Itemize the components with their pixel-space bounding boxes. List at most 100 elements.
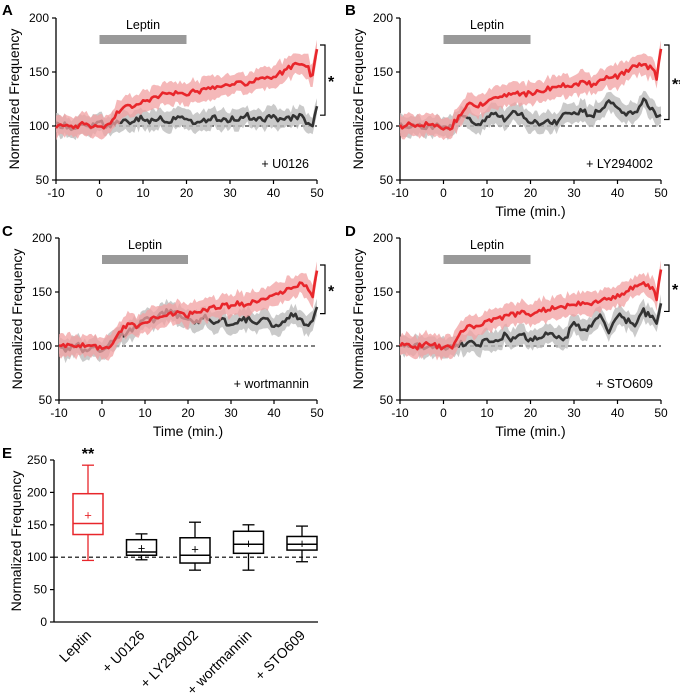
leptin-bar-label: Leptin: [128, 238, 162, 252]
treatment-label: + LY294002: [586, 157, 653, 171]
x-tick-label: 30: [223, 186, 237, 200]
series-line-leptin: [398, 48, 663, 131]
y-tick-label: 150: [29, 65, 49, 79]
y-axis-label: Normalized Frequency: [9, 249, 25, 390]
y-axis-label: Normalized Frequency: [6, 29, 22, 170]
box-mean-marker: +: [84, 508, 92, 523]
x-tick-label: 10: [136, 186, 150, 200]
y-tick-label: 50: [380, 393, 394, 407]
significance-marker: *: [328, 74, 335, 91]
x-tick-label: 10: [138, 406, 152, 420]
x-axis-label: Time (min.): [153, 423, 223, 439]
panel-label: C: [2, 223, 13, 240]
x-tick-label: 30: [224, 406, 238, 420]
treatment-label: + STO609: [596, 377, 653, 391]
y-tick-label: 100: [373, 119, 393, 133]
leptin-bar-label: Leptin: [470, 18, 504, 32]
box-2: + + U0126: [99, 533, 158, 676]
x-axis-label: Time (min.): [495, 423, 565, 439]
y-axis-label: Normalized Frequency: [350, 249, 366, 390]
y-tick-label: 200: [32, 231, 52, 245]
y-tick-label: 150: [373, 285, 393, 299]
leptin-bar: [443, 255, 531, 264]
sem-band-leptin: [400, 40, 661, 141]
box-mean-marker: +: [298, 536, 306, 551]
x-tick-label: 50: [654, 186, 668, 200]
panel-label: A: [2, 2, 13, 19]
x-tick-label: -10: [391, 406, 409, 420]
x-tick-label: 50: [310, 406, 324, 420]
panel-b: B 50 100 150 200 -10 0 10 20 30 40 50 Normalized Fre…: [345, 2, 680, 219]
x-tick-label: 40: [611, 186, 625, 200]
x-tick-label: 0: [96, 186, 103, 200]
x-axis-label: Time (min.): [495, 203, 565, 219]
sem-band-leptin: [56, 39, 317, 141]
leptin-bar: [443, 35, 531, 44]
panel-a: A 50 100 150 200 -10 0 10 20 30 40 50 Normalized Fre…: [2, 2, 335, 200]
box-iqr: [232, 530, 265, 555]
treatment-label: + U0126: [261, 157, 309, 171]
category-label: + U0126: [99, 627, 148, 676]
box-iqr: [179, 537, 211, 564]
y-tick-label: 100: [373, 339, 393, 353]
y-tick-label: 200: [29, 11, 49, 25]
x-tick-label: 0: [440, 186, 447, 200]
sem-band-leptin: [400, 260, 661, 361]
series-line-leptin: [58, 270, 319, 351]
y-tick-label: 150: [32, 285, 52, 299]
x-tick-label: -10: [50, 406, 68, 420]
x-tick-label: 50: [654, 406, 668, 420]
leptin-bar: [102, 255, 188, 264]
significance-bracket: [320, 44, 326, 116]
x-tick-label: 50: [310, 186, 324, 200]
x-tick-label: 40: [267, 406, 281, 420]
x-tick-label: 20: [181, 406, 195, 420]
x-tick-label: 20: [180, 186, 194, 200]
leptin-bar: [99, 35, 187, 44]
x-tick-label: -10: [391, 186, 409, 200]
x-tick-label: 20: [524, 406, 538, 420]
sem-band-treatment: [59, 298, 317, 364]
x-tick-label: -10: [47, 186, 65, 200]
significance-marker: *: [328, 283, 335, 300]
significance-marker: **: [672, 76, 680, 93]
x-tick-label: 30: [567, 406, 581, 420]
y-axis-label: Normalized Frequency: [8, 471, 24, 612]
x-tick-label: 0: [99, 406, 106, 420]
x-tick-label: 10: [480, 406, 494, 420]
y-tick-label: 150: [27, 518, 47, 532]
significance-bracket: [664, 264, 670, 313]
series-line-leptin: [398, 269, 663, 351]
x-tick-label: 30: [567, 186, 581, 200]
y-tick-label: 150: [373, 65, 393, 79]
significance-marker: *: [672, 282, 679, 299]
x-tick-label: 20: [524, 186, 538, 200]
x-tick-label: 40: [267, 186, 281, 200]
leptin-bar-label: Leptin: [470, 238, 504, 252]
category-label: Leptin: [56, 627, 94, 665]
y-tick-label: 100: [27, 550, 47, 564]
panel-label: B: [345, 2, 356, 19]
box-mean-marker: +: [245, 536, 253, 551]
panel-label: D: [345, 223, 356, 240]
significance-marker: **: [82, 446, 95, 463]
panel-d: D 50 100 150 200 -10 0 10 20 30 40 50 Normalized Fre…: [345, 223, 679, 439]
series-line-leptin: [55, 48, 319, 130]
y-tick-label: 100: [29, 119, 49, 133]
x-tick-label: 0: [440, 406, 447, 420]
y-tick-label: 200: [373, 11, 393, 25]
y-tick-label: 250: [27, 453, 47, 467]
y-tick-label: 50: [36, 173, 50, 187]
y-tick-label: 100: [32, 339, 52, 353]
sem-band-leptin: [59, 261, 317, 361]
box-iqr: [286, 535, 318, 551]
sem-band-treatment: [400, 90, 661, 141]
treatment-label: + wortmannin: [234, 377, 309, 391]
y-tick-label: 200: [373, 231, 393, 245]
y-tick-label: 50: [34, 583, 48, 597]
x-tick-label: 10: [480, 186, 494, 200]
box-mean-marker: +: [191, 541, 199, 556]
y-axis-label: Normalized Frequency: [350, 29, 366, 170]
